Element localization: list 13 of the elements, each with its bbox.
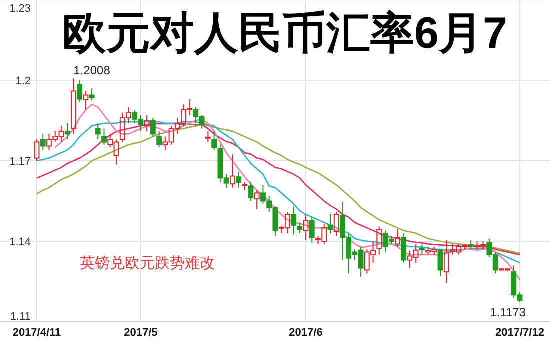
annotation: 英镑兑欧元跌势难改 [80,255,215,272]
title: 欧元对人民币汇率6月7 [62,9,508,58]
y-tick-label: 1.23 [10,3,31,15]
y-tick-label: 1.2 [16,76,31,88]
annotation: 1.1173 [490,305,526,320]
x-tick-label: 2017/5 [124,327,158,339]
x-tick-label: 2017/7/12 [496,327,544,339]
x-tick-label: 2017/4/11 [12,327,62,339]
y-tick-label: 1.11 [10,311,31,323]
x-tick-label: 2017/6 [289,327,323,339]
y-tick-label: 1.14 [10,236,31,248]
annotation: 1.2008 [74,63,111,78]
y-tick-label: 1.17 [10,156,31,168]
